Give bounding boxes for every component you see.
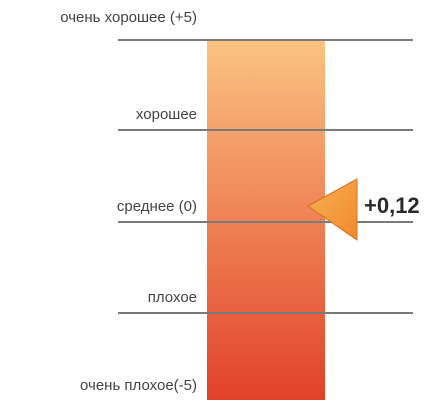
level-label: плохое (147, 289, 197, 306)
level-label: очень плохое(-5) (80, 377, 197, 394)
level-label: хорошее (135, 106, 197, 123)
value-marker (307, 178, 358, 241)
value-label: +0,12 (364, 193, 420, 218)
level-label: очень хорошее (+5) (60, 9, 197, 26)
level-label: среднее (0) (116, 198, 197, 215)
gauge-bar (207, 40, 325, 400)
